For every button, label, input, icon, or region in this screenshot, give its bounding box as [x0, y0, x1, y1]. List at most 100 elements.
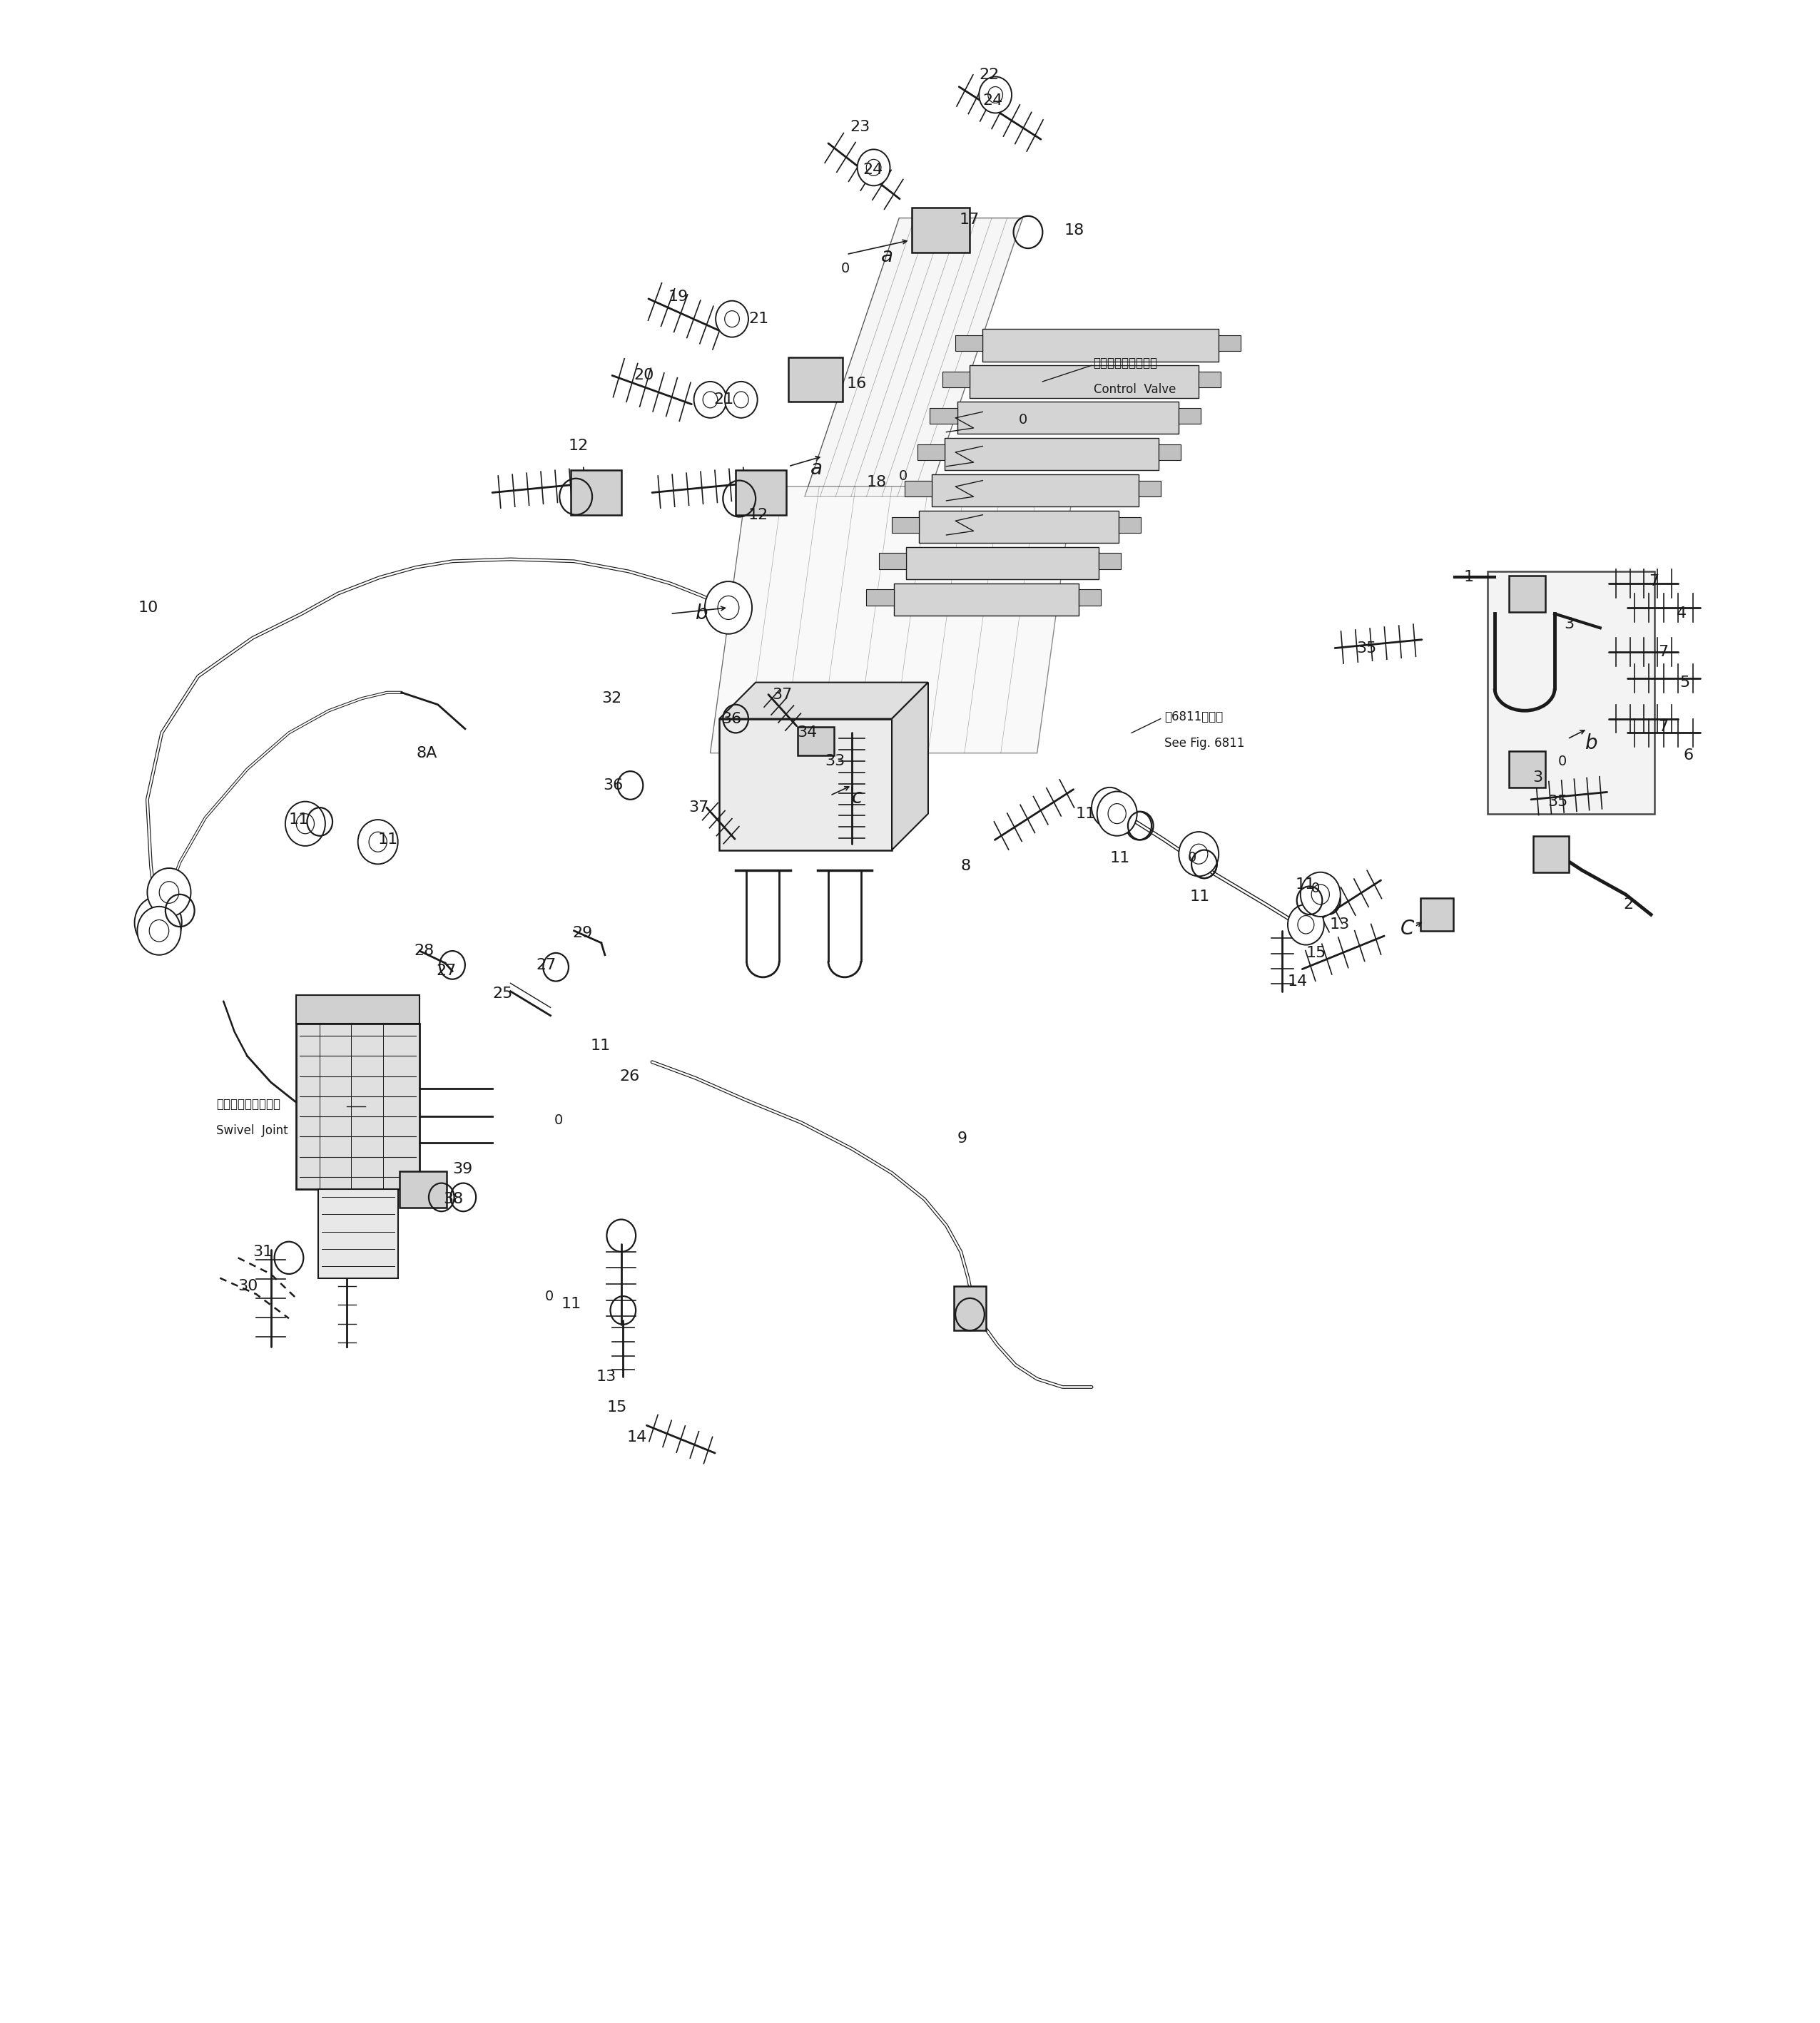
Text: 26: 26: [619, 1068, 639, 1082]
Bar: [892, 516, 919, 532]
Text: 27: 27: [437, 965, 457, 979]
Bar: [919, 510, 1119, 542]
Text: 5: 5: [1680, 676, 1691, 690]
Bar: [570, 471, 621, 514]
Circle shape: [724, 312, 739, 328]
Text: 32: 32: [601, 692, 621, 706]
Text: 13: 13: [1329, 918, 1350, 933]
Text: 8: 8: [961, 860, 970, 874]
Bar: [1139, 481, 1161, 496]
Text: 37: 37: [688, 801, 708, 815]
Bar: [400, 1171, 448, 1208]
Text: 16: 16: [846, 376, 866, 390]
Text: 6: 6: [1684, 749, 1694, 763]
Bar: [1079, 589, 1101, 605]
Circle shape: [979, 77, 1012, 113]
Text: 8A: 8A: [417, 746, 437, 761]
Text: 10: 10: [138, 601, 158, 615]
Bar: [1199, 372, 1221, 388]
Text: 1: 1: [1463, 570, 1474, 585]
Bar: [906, 546, 1099, 579]
Bar: [297, 1024, 420, 1190]
Bar: [932, 475, 1139, 506]
Text: 28: 28: [415, 945, 435, 959]
Circle shape: [1298, 916, 1314, 935]
Text: a: a: [881, 247, 894, 267]
Text: 18: 18: [866, 475, 886, 490]
Circle shape: [988, 87, 1003, 103]
Polygon shape: [710, 488, 1074, 753]
Text: 15: 15: [1307, 947, 1327, 961]
Text: コントロールバルブ: コントロールバルブ: [1094, 356, 1158, 370]
Text: 0: 0: [841, 261, 850, 275]
Circle shape: [724, 382, 757, 419]
Circle shape: [147, 910, 169, 935]
Circle shape: [1312, 884, 1329, 904]
Circle shape: [1097, 791, 1138, 835]
Bar: [945, 439, 1159, 471]
Text: 29: 29: [571, 927, 592, 941]
Text: 11: 11: [561, 1297, 581, 1311]
Text: 11: 11: [590, 1038, 610, 1052]
Text: 14: 14: [626, 1430, 646, 1444]
Circle shape: [866, 160, 881, 176]
Text: 11: 11: [1296, 878, 1316, 892]
Text: 0: 0: [1019, 413, 1028, 427]
Circle shape: [703, 392, 717, 409]
Text: 0: 0: [1558, 755, 1567, 769]
Text: 3: 3: [1563, 617, 1574, 631]
Text: 13: 13: [595, 1370, 615, 1384]
Text: 11: 11: [1076, 807, 1096, 821]
Circle shape: [1301, 872, 1340, 916]
Circle shape: [1108, 803, 1127, 823]
Circle shape: [149, 920, 169, 941]
Circle shape: [717, 597, 739, 619]
Circle shape: [1289, 904, 1325, 945]
Text: 7: 7: [1658, 720, 1669, 734]
Bar: [1420, 898, 1452, 931]
Text: 39: 39: [453, 1161, 473, 1175]
Text: 33: 33: [824, 755, 844, 769]
Text: 0: 0: [1188, 852, 1196, 864]
Circle shape: [369, 831, 388, 852]
Circle shape: [704, 581, 752, 633]
Bar: [957, 403, 1179, 435]
Text: 0: 0: [899, 469, 908, 483]
Text: 15: 15: [606, 1400, 626, 1414]
Text: 21: 21: [713, 392, 733, 407]
Text: 第6811図参照: 第6811図参照: [1165, 710, 1223, 722]
Text: 11: 11: [1190, 890, 1210, 904]
Polygon shape: [719, 682, 928, 718]
Circle shape: [1190, 844, 1208, 864]
Circle shape: [136, 906, 180, 955]
Text: 30: 30: [238, 1279, 258, 1293]
Circle shape: [693, 382, 726, 419]
Bar: [1099, 552, 1121, 568]
Text: 31: 31: [253, 1244, 273, 1258]
Bar: [905, 481, 932, 496]
Bar: [930, 409, 957, 425]
Text: 0: 0: [544, 1289, 553, 1303]
Bar: [970, 366, 1199, 399]
Bar: [1509, 575, 1545, 611]
Text: 25: 25: [493, 985, 513, 1001]
Bar: [719, 718, 892, 850]
Text: 34: 34: [797, 726, 817, 740]
Text: 38: 38: [444, 1192, 464, 1206]
Text: c: c: [852, 787, 863, 807]
Bar: [318, 1190, 399, 1279]
Circle shape: [359, 819, 399, 864]
Text: 35: 35: [1356, 641, 1378, 655]
Text: 19: 19: [668, 289, 688, 303]
Text: 2: 2: [1623, 898, 1634, 912]
Text: 4: 4: [1676, 607, 1687, 621]
Text: b: b: [695, 603, 708, 623]
Text: See Fig. 6811: See Fig. 6811: [1165, 736, 1245, 749]
Text: Control  Valve: Control Valve: [1094, 382, 1176, 397]
Bar: [1159, 445, 1181, 461]
Text: スイベルジョイント: スイベルジョイント: [217, 1098, 280, 1111]
Text: 20: 20: [633, 368, 653, 382]
Text: 7: 7: [1649, 575, 1660, 589]
Circle shape: [1179, 831, 1219, 876]
Bar: [735, 471, 786, 514]
